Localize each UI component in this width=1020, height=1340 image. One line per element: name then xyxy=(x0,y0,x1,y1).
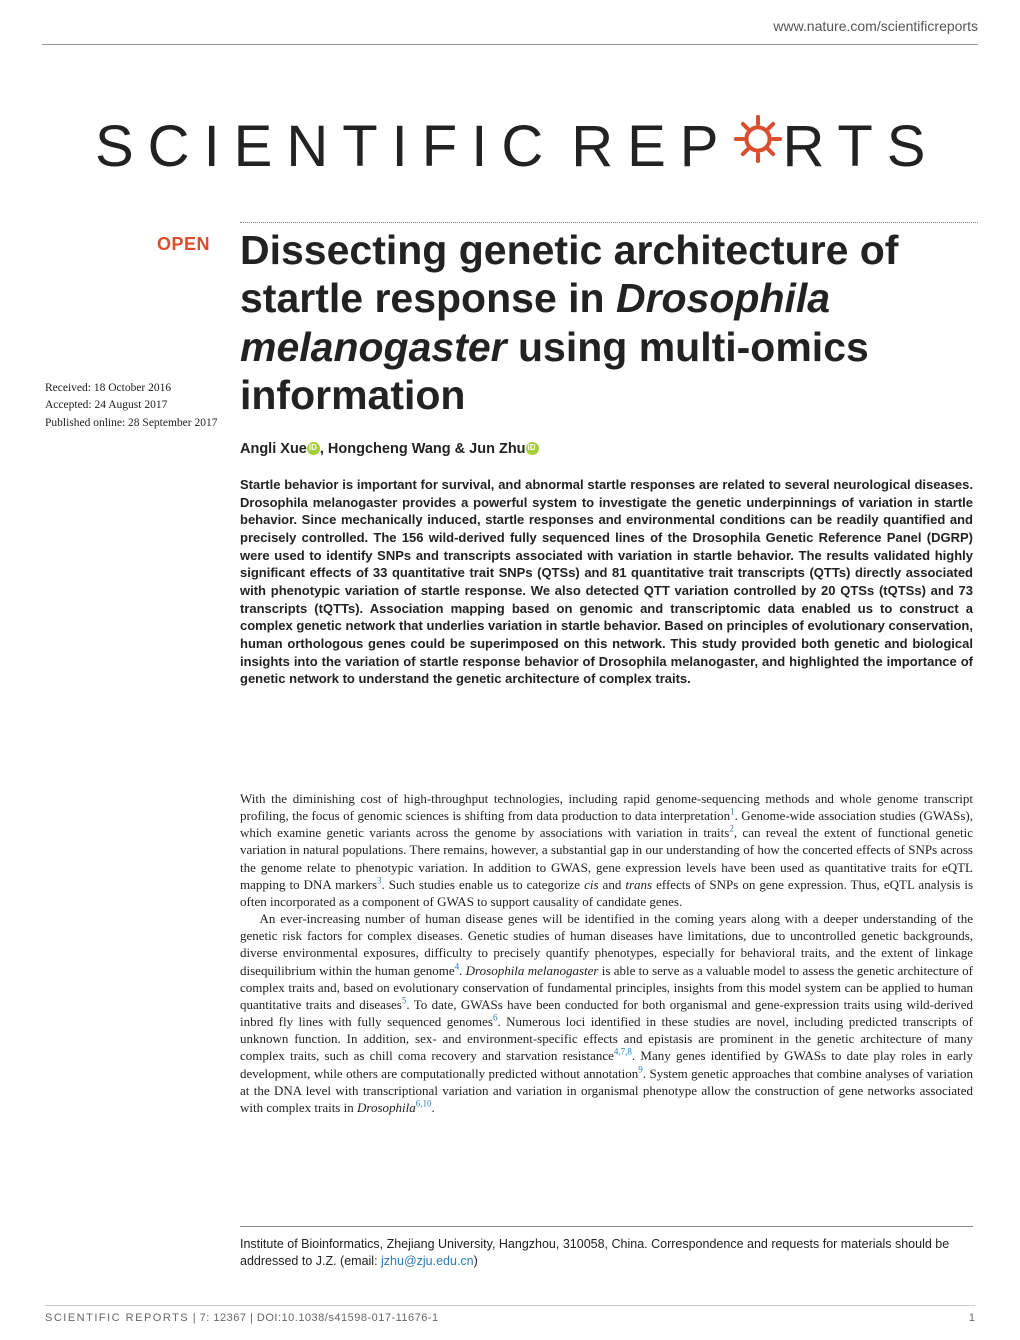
corresponding-email[interactable]: jzhu@zju.edu.cn xyxy=(381,1254,474,1268)
accepted-date: Accepted: 24 August 2017 xyxy=(45,397,225,414)
body-text: With the diminishing cost of high-throug… xyxy=(240,790,973,1116)
page-number: 1 xyxy=(969,1312,975,1324)
gear-icon xyxy=(729,110,787,182)
ref-610[interactable]: 6,10 xyxy=(416,1098,432,1108)
abstract: Startle behavior is important for surviv… xyxy=(240,476,973,688)
paragraph-2: An ever-increasing number of human disea… xyxy=(240,910,973,1116)
author-1: Angli Xue xyxy=(240,441,307,457)
author-list: Angli Xue , Hongcheng Wang & Jun Zhu xyxy=(240,441,973,457)
orcid-icon[interactable] xyxy=(307,442,320,455)
page-footer: SCIENTIFIC REPORTS | 7: 12367 | DOI:10.1… xyxy=(45,1305,975,1324)
mid-divider xyxy=(240,222,978,223)
paragraph-1: With the diminishing cost of high-throug… xyxy=(240,790,973,910)
journal-logo: SCIENTIFIC REP RTS xyxy=(95,110,939,182)
footer-citation: SCIENTIFIC REPORTS | 7: 12367 | DOI:10.1… xyxy=(45,1312,439,1324)
article-dates: Received: 18 October 2016 Accepted: 24 A… xyxy=(45,380,225,432)
logo-text-left: SCIENTIFIC xyxy=(95,113,557,180)
ref-478[interactable]: 4,7,8 xyxy=(614,1047,632,1057)
logo-text-end: RTS xyxy=(783,113,940,180)
article-title: Dissecting genetic architecture of start… xyxy=(240,226,973,420)
affiliation-divider xyxy=(240,1226,973,1227)
logo-text-right: REP xyxy=(571,113,732,180)
header-url: www.nature.com/scientificreports xyxy=(773,18,978,34)
top-divider xyxy=(42,44,978,45)
published-date: Published online: 28 September 2017 xyxy=(45,415,225,432)
orcid-icon[interactable] xyxy=(526,442,539,455)
open-access-badge: OPEN xyxy=(157,234,210,255)
received-date: Received: 18 October 2016 xyxy=(45,380,225,397)
author-rest: , Hongcheng Wang & Jun Zhu xyxy=(320,441,526,457)
affiliation: Institute of Bioinformatics, Zhejiang Un… xyxy=(240,1236,973,1270)
